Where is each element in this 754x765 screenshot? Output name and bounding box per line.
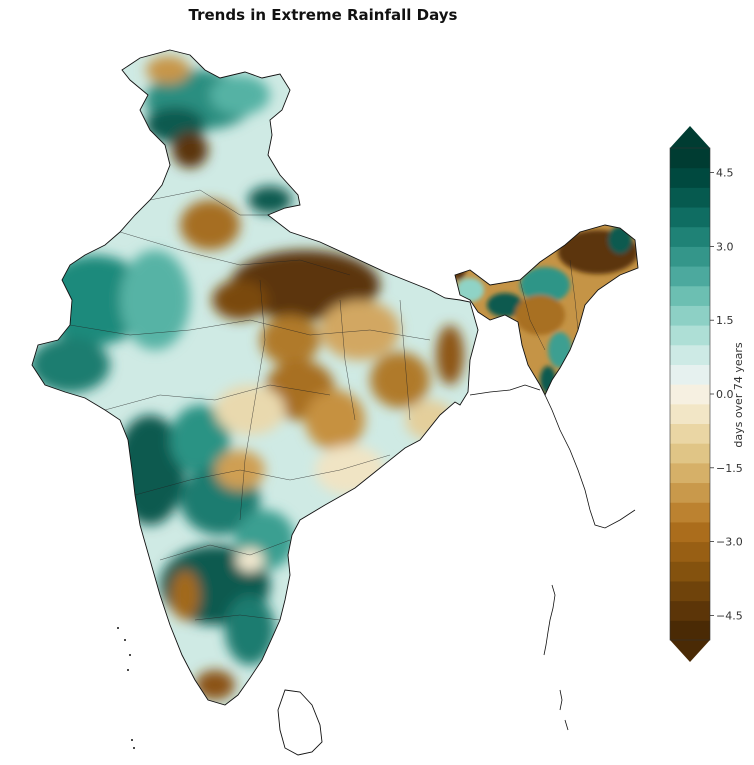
state-boundaries [69,189,579,621]
colorbar-segment [670,561,710,582]
colorbar-segment [670,207,710,228]
bangladesh-coastline [469,384,541,396]
colorbar-segment [670,482,710,503]
colorbar-segment [670,580,710,602]
colorbar-tick-label: 1.5 [716,314,734,327]
colorbar-segment [670,285,710,306]
colorbar-tick-label: −4.5 [716,609,743,622]
colorbar-tick-label: 4.5 [716,167,734,180]
colorbar-segment [670,305,710,326]
colorbar-segment [670,521,710,543]
colorbar-segment [670,266,710,287]
lakshadweep-islands [117,627,135,749]
rainfall-field-mainland [32,50,478,705]
colorbar-label: days over 74 years [732,342,745,448]
colorbar-segment [670,246,710,267]
colorbar-segment [670,148,710,169]
colorbar-tick-label: 3.0 [716,240,734,253]
colorbar-segment [670,325,710,346]
colorbar-segment [670,344,710,365]
sri-lanka-outline [277,689,323,756]
colorbar-segment [670,600,710,621]
colorbar-segment [670,541,710,562]
colorbar-segment [670,403,710,425]
colorbar-segment [670,443,710,464]
colorbar-segment [670,502,710,523]
colorbar-segment [670,384,710,405]
andaman-islands [543,584,569,731]
colorbar-segment [670,462,710,484]
colorbar-segment [670,226,710,247]
colorbar-max-extension [670,126,710,148]
colorbar: 4.5 3.0 1.5 0.0 −1.5 −3.0 −4.5 days over 74 ye… [669,126,745,662]
colorbar-tick-label: −3.0 [716,536,743,549]
colorbar-tick-label: 0.0 [716,388,734,401]
myanmar-coastline [544,394,636,529]
colorbar-segment [670,620,710,641]
colorbar-segment [670,423,710,444]
colorbar-segment [670,187,710,208]
colorbar-min-extension [670,640,710,662]
chart-title: Trends in Extreme Rainfall Days [188,6,458,24]
colorbar-segment [670,167,710,188]
colorbar-tick-label: −1.5 [716,462,743,475]
colorbar-segment [670,364,710,385]
